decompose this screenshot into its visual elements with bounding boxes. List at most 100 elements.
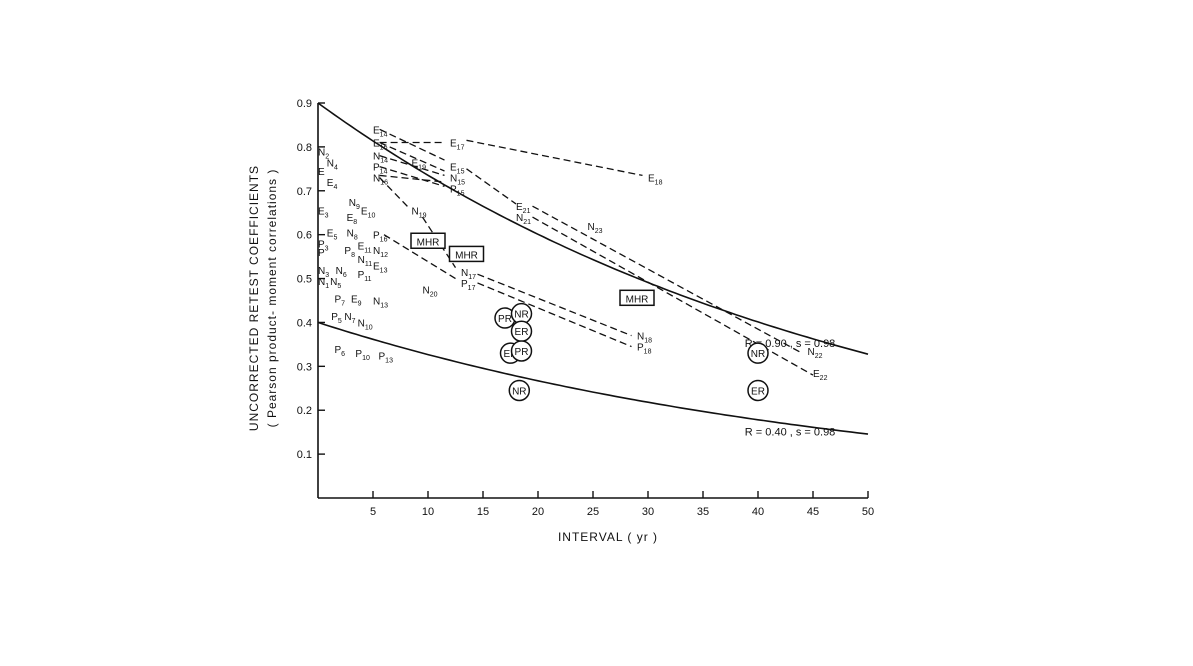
y-tick-label: 0.1 xyxy=(297,449,312,461)
box-marker xyxy=(410,232,446,249)
dashed-link xyxy=(379,141,445,172)
point-label: P xyxy=(318,248,325,259)
point-label: NR xyxy=(512,386,526,397)
y-tick-label: 0.8 xyxy=(297,142,312,154)
dashed-link xyxy=(532,216,814,376)
point-label: E14 xyxy=(373,125,388,138)
point-label: N9 xyxy=(349,198,360,211)
box-marker xyxy=(619,289,655,307)
dashed-link xyxy=(477,273,632,337)
point-label: ER xyxy=(751,386,765,397)
point-label: P8 xyxy=(344,246,355,259)
point-label: P7 xyxy=(335,294,346,307)
point-label: MHR xyxy=(626,294,649,305)
point-label: N10 xyxy=(358,318,373,331)
point-label: E13 xyxy=(373,261,388,274)
x-tick-label: 40 xyxy=(752,506,764,518)
dashed-link xyxy=(383,234,456,280)
point-label: P3 xyxy=(318,239,329,252)
fitted-curves: R = 0.90 , s = 0.98 R = 0.40 , s = 0.98 xyxy=(317,102,869,438)
point-label: E5 xyxy=(327,228,338,241)
dashed-link xyxy=(466,168,517,205)
axes: 5 10 15 20 25 30 35 40 45 50 0.1 0.2 0.3 0.4 0.5 0.6 0.7… xyxy=(297,98,874,518)
point-label: E16 xyxy=(373,139,388,152)
y-tick-label: 0.9 xyxy=(297,98,312,110)
dashed-link xyxy=(466,139,643,177)
box-marker xyxy=(448,245,485,263)
x-tick-label: 20 xyxy=(532,506,544,518)
dashed-link xyxy=(379,177,410,209)
point-label: E4 xyxy=(327,178,338,191)
point-label: N8 xyxy=(347,228,358,241)
point-label: ER xyxy=(504,349,518,360)
point-label: N19 xyxy=(412,207,427,220)
point-label: P11 xyxy=(358,270,372,283)
point-label: N6 xyxy=(336,266,347,279)
point-label: NR xyxy=(514,310,528,321)
x-tick-label: 30 xyxy=(642,506,654,518)
curve-label: R = 0.40 , s = 0.98 xyxy=(745,426,836,438)
dashed-link xyxy=(532,205,803,354)
point-label: E11 xyxy=(358,242,372,255)
point-label: P16 xyxy=(373,231,388,244)
point-label: MHR xyxy=(455,250,478,261)
dashed-link xyxy=(379,128,445,161)
fitted-curve xyxy=(317,102,869,355)
x-tick-label: 45 xyxy=(807,506,819,518)
y-tick-label: 0.3 xyxy=(297,361,312,373)
point-label: E3 xyxy=(318,207,329,220)
x-axis-title: INTERVAL ( yr ) xyxy=(558,530,658,544)
point-label: PR xyxy=(515,347,529,358)
point-label: N4 xyxy=(327,158,338,171)
point-label: ER xyxy=(515,327,529,338)
point-label: E17 xyxy=(450,139,465,152)
y-tick-label: 0.7 xyxy=(297,186,312,198)
y-tick-label: 0.5 xyxy=(297,274,312,286)
point-label: E xyxy=(318,167,325,178)
point-label: N2 xyxy=(318,147,329,160)
point-label: N3 xyxy=(318,266,329,279)
y-tick-label: 0.6 xyxy=(297,230,312,242)
circle-marker xyxy=(747,342,769,364)
point-label: N12 xyxy=(373,246,388,259)
circle-marker xyxy=(508,379,531,402)
x-tick-label: 50 xyxy=(862,506,874,518)
point-label: E18 xyxy=(648,174,663,187)
circle-marker xyxy=(747,379,769,402)
point-label: P13 xyxy=(379,351,394,364)
point-label: N23 xyxy=(588,222,603,235)
point-label: NR xyxy=(751,349,765,360)
point-label: E10 xyxy=(361,207,376,220)
y-axis-title: UNCORRECTED RETEST COEFFICIENTS xyxy=(247,165,261,431)
point-label: E22 xyxy=(813,369,828,382)
y-tick-label: 0.4 xyxy=(297,317,312,329)
x-tick-label: 25 xyxy=(587,506,599,518)
dashed-link xyxy=(379,155,445,177)
point-label: PR xyxy=(498,314,512,325)
point-label: MHR xyxy=(417,237,440,248)
point-label: N5 xyxy=(330,277,341,290)
point-label: N13 xyxy=(373,297,388,310)
point-label: N7 xyxy=(344,312,355,325)
x-tick-label: 5 xyxy=(370,506,376,518)
point-label: E9 xyxy=(351,294,362,307)
y-tick-label: 0.2 xyxy=(297,405,312,417)
point-label: E19 xyxy=(412,158,427,171)
circle-marker xyxy=(510,340,533,362)
fitted-curve xyxy=(317,321,869,435)
x-tick-label: 15 xyxy=(477,506,489,518)
point-label: P6 xyxy=(335,345,346,358)
point-label: N11 xyxy=(358,255,373,268)
point-label: P5 xyxy=(331,312,342,325)
dashed-link xyxy=(379,166,445,188)
x-tick-label: 10 xyxy=(422,506,434,518)
y-axis-subtitle: ( Pearson product- moment correlations ) xyxy=(265,169,279,428)
x-tick-label: 35 xyxy=(697,506,709,518)
dashed-link xyxy=(477,282,632,348)
point-label: P10 xyxy=(355,349,370,362)
point-label: N20 xyxy=(423,286,438,299)
dashed-links xyxy=(379,128,814,376)
curve-label: R = 0.90 , s = 0.98 xyxy=(745,338,836,350)
